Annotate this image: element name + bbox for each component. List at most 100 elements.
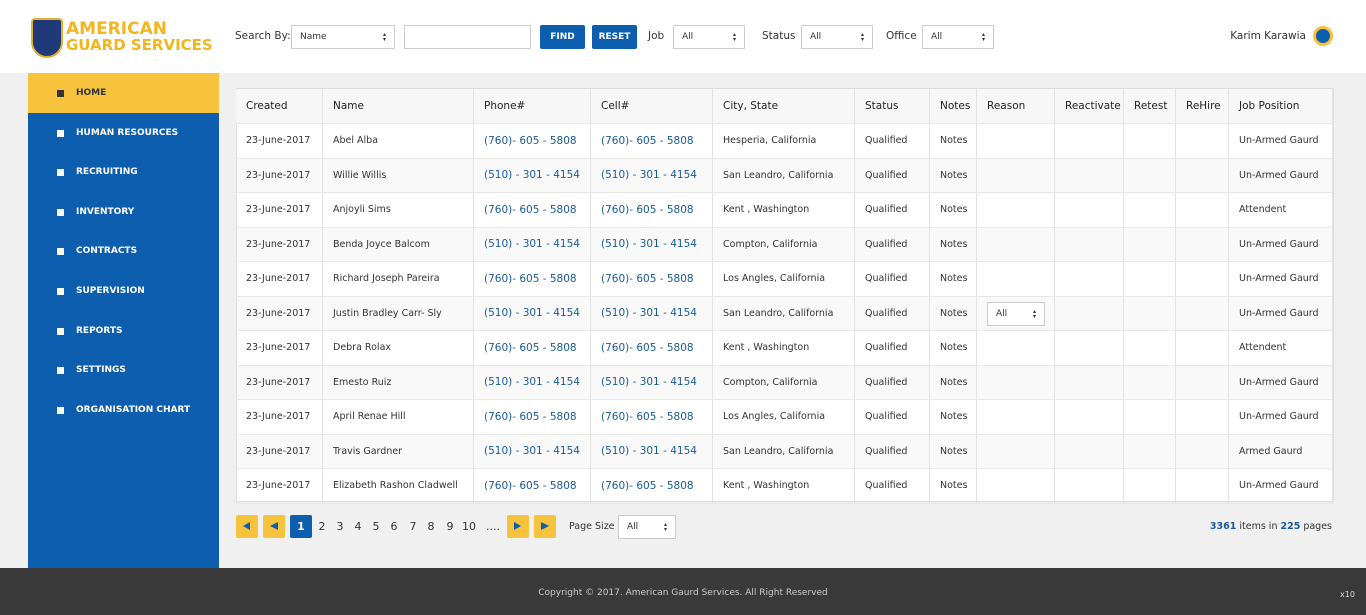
nav-item[interactable]: INVENTORY bbox=[76, 206, 135, 217]
table-cell: Kent , Washington bbox=[713, 193, 855, 228]
table-cell[interactable]: Notes bbox=[930, 158, 977, 193]
table-cell: Qualified bbox=[855, 434, 930, 469]
table-cell[interactable]: Notes bbox=[930, 124, 977, 159]
column-header: Cell# bbox=[591, 89, 713, 124]
page-link[interactable]: 8 bbox=[427, 520, 435, 533]
table-cell: Qualified bbox=[855, 158, 930, 193]
page-link[interactable]: 2 bbox=[318, 520, 326, 533]
table-cell[interactable]: Notes bbox=[930, 469, 977, 504]
empty-cell bbox=[977, 262, 1055, 297]
items-info-part: items in bbox=[1239, 521, 1278, 532]
nav-item[interactable]: CONTRACTS bbox=[76, 246, 138, 257]
table-cell[interactable]: (510) - 301 - 4154 bbox=[474, 227, 591, 262]
column-header: Status bbox=[855, 89, 930, 124]
nav-item[interactable]: REPORTS bbox=[76, 325, 123, 336]
empty-cell bbox=[977, 400, 1055, 435]
power-icon[interactable] bbox=[1313, 26, 1333, 46]
table-cell[interactable]: (760)- 605 - 5808 bbox=[591, 124, 713, 159]
zoom-label: x10 bbox=[1340, 590, 1355, 599]
page-size-select[interactable]: All bbox=[618, 515, 676, 539]
select[interactable]: All bbox=[673, 25, 745, 49]
nav-item[interactable]: SUPERVISION bbox=[76, 286, 145, 296]
table-cell[interactable]: (760)- 605 - 5808 bbox=[591, 331, 713, 366]
page-link[interactable]: 3 bbox=[336, 520, 344, 533]
table-cell[interactable]: (760)- 605 - 5808 bbox=[474, 124, 591, 159]
table-cell: Qualified bbox=[855, 400, 930, 435]
row-stripe bbox=[237, 365, 1333, 400]
table-cell[interactable]: (760)- 605 - 5808 bbox=[474, 469, 591, 504]
page-link[interactable]: 7 bbox=[409, 520, 417, 533]
table-cell[interactable]: (760)- 605 - 5808 bbox=[474, 193, 591, 228]
table-cell[interactable]: (510) - 301 - 4154 bbox=[474, 296, 591, 331]
arrow-icon bbox=[541, 522, 549, 530]
nav-item[interactable]: SETTINGS bbox=[76, 365, 126, 376]
page-link[interactable]: 1 bbox=[290, 515, 312, 538]
table-cell[interactable]: (510) - 301 - 4154 bbox=[591, 365, 713, 400]
table-cell[interactable]: Notes bbox=[930, 400, 977, 435]
table-cell[interactable]: (760)- 605 - 5808 bbox=[591, 193, 713, 228]
find-button[interactable]: FIND bbox=[540, 25, 585, 49]
table-cell[interactable]: Notes bbox=[930, 296, 977, 331]
nav-item[interactable]: HUMAN RESOURCES bbox=[76, 127, 179, 138]
empty-cell bbox=[1055, 158, 1124, 193]
table-cell[interactable]: (510) - 301 - 4154 bbox=[591, 227, 713, 262]
table-cell: Un-Armed Gaurd bbox=[1229, 469, 1333, 504]
empty-cell bbox=[1055, 193, 1124, 228]
page-link[interactable]: 10 bbox=[462, 520, 476, 533]
table-cell[interactable]: Notes bbox=[930, 227, 977, 262]
user-name[interactable]: Karim Karawia bbox=[1230, 30, 1306, 42]
table-cell[interactable]: (510) - 301 - 4154 bbox=[474, 434, 591, 469]
table-cell: Justin Bradley Carr- Sly bbox=[323, 296, 474, 331]
page-link[interactable]: 4 bbox=[354, 520, 362, 533]
table-cell: Elizabeth Rashon Cladwell bbox=[323, 469, 474, 504]
page-link[interactable]: .... bbox=[486, 520, 500, 533]
empty-cell bbox=[977, 124, 1055, 159]
reset-button[interactable]: RESET bbox=[592, 25, 637, 49]
table-cell[interactable]: (510) - 301 - 4154 bbox=[591, 434, 713, 469]
reason-select[interactable]: All bbox=[987, 301, 1045, 326]
table-cell[interactable]: (760)- 605 - 5808 bbox=[591, 469, 713, 504]
row-stripe bbox=[237, 227, 1333, 262]
nav-item[interactable]: ORGANISATION CHART bbox=[76, 404, 191, 415]
table-cell: Qualified bbox=[855, 296, 930, 331]
table-cell: 23-June-2017 bbox=[236, 331, 323, 366]
page-link[interactable]: 6 bbox=[390, 520, 398, 533]
empty-cell bbox=[977, 365, 1055, 400]
empty-cell bbox=[977, 227, 1055, 262]
row-stripe bbox=[237, 296, 1333, 331]
table-cell: Un-Armed Gaurd bbox=[1229, 365, 1333, 400]
nav-icon bbox=[57, 327, 64, 335]
select[interactable]: All bbox=[922, 25, 994, 49]
search-input[interactable] bbox=[404, 25, 531, 49]
nav-item[interactable]: RECRUITING bbox=[76, 167, 138, 178]
table-cell[interactable]: (510) - 301 - 4154 bbox=[474, 365, 591, 400]
table-cell[interactable]: Notes bbox=[930, 331, 977, 366]
page-link[interactable]: 9 bbox=[446, 520, 454, 533]
empty-cell bbox=[1124, 434, 1176, 469]
table-cell[interactable]: Notes bbox=[930, 193, 977, 228]
table-cell: Qualified bbox=[855, 193, 930, 228]
page-link[interactable]: 5 bbox=[372, 520, 380, 533]
table-cell[interactable]: (510) - 301 - 4154 bbox=[591, 158, 713, 193]
select[interactable]: All bbox=[801, 25, 873, 49]
table-cell[interactable]: Notes bbox=[930, 262, 977, 297]
empty-cell bbox=[1176, 296, 1229, 331]
table-cell: Attendent bbox=[1229, 331, 1333, 366]
table-cell[interactable]: (760)- 605 - 5808 bbox=[591, 262, 713, 297]
empty-cell bbox=[1055, 227, 1124, 262]
nav-icon bbox=[57, 367, 64, 375]
table-cell[interactable]: Notes bbox=[930, 365, 977, 400]
table-cell[interactable]: (510) - 301 - 4154 bbox=[591, 296, 713, 331]
table-cell[interactable]: (760)- 605 - 5808 bbox=[474, 331, 591, 366]
table-cell: Los Angles, California bbox=[713, 262, 855, 297]
table-cell[interactable]: (510) - 301 - 4154 bbox=[474, 158, 591, 193]
table-cell[interactable]: Notes bbox=[930, 434, 977, 469]
select[interactable]: Name bbox=[291, 25, 395, 49]
table-cell[interactable]: (760)- 605 - 5808 bbox=[591, 400, 713, 435]
table-cell[interactable]: (760)- 605 - 5808 bbox=[474, 400, 591, 435]
table-cell[interactable]: (760)- 605 - 5808 bbox=[474, 262, 591, 297]
table-cell: Qualified bbox=[855, 124, 930, 159]
logo-text: GUARD SERVICES bbox=[66, 36, 213, 54]
items-info-part: 225 bbox=[1280, 521, 1301, 532]
